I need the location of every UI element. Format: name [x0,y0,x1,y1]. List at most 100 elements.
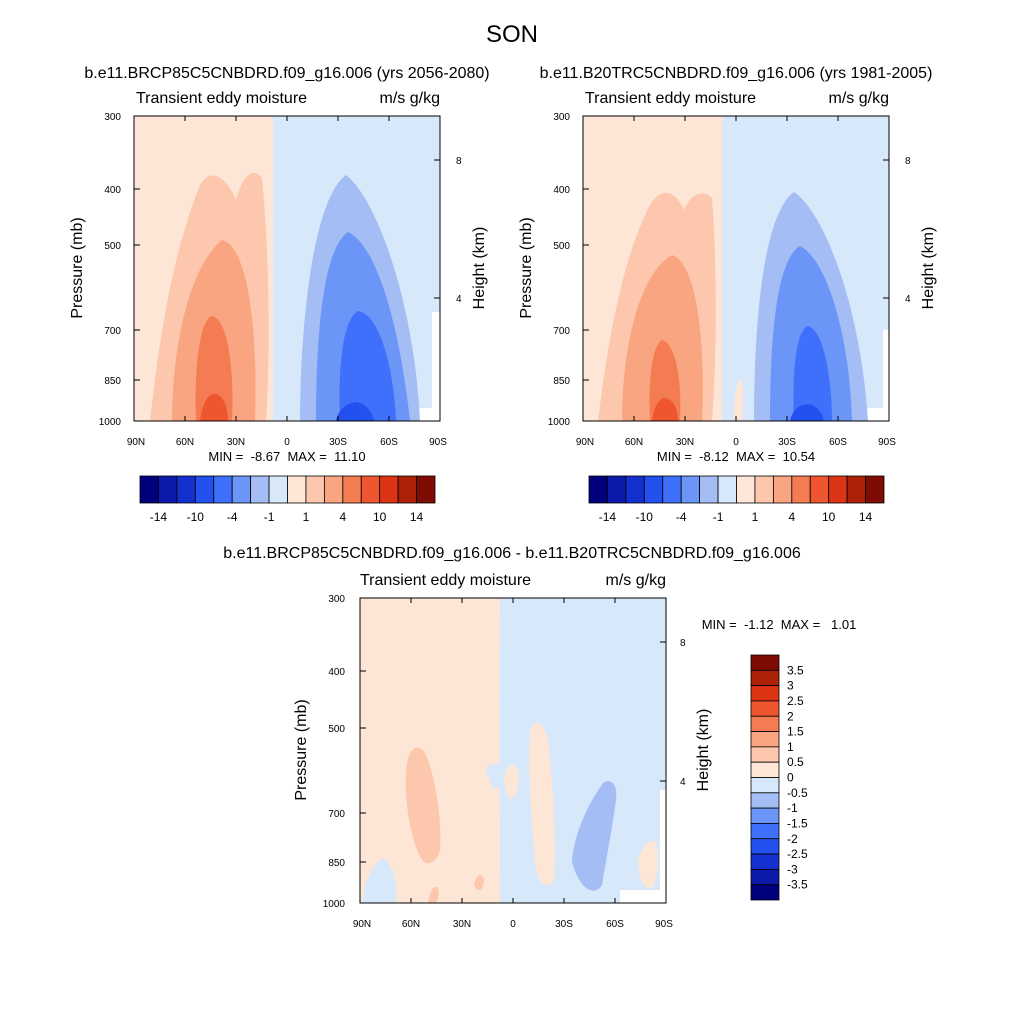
y-tick-label: 400 [104,185,121,196]
colorbar-box [736,475,756,504]
x-tick-label: 30S [778,437,796,448]
colorbar-box [750,731,780,748]
colorbar-box [176,475,196,504]
colorbar-label: 1 [787,740,794,754]
colorbar-box [750,838,780,855]
colorbar-box [750,669,780,687]
panel-difference-title: b.e11.BRCP85C5CNBDRD.f09_g16.006 - b.e11… [223,545,801,562]
contour-fill [793,326,832,421]
colorbar-box [287,475,307,504]
colorbar-box [699,475,719,504]
colorbar-label: -1.5 [787,816,808,830]
panel-difference-minmax: MIN = -1.12 MAX = 1.01 [702,617,857,632]
colorbar-label: -4 [676,510,687,524]
x-tick-label: 60S [829,437,847,448]
colorbar-box [139,475,159,504]
x-tick-label: 60N [625,437,643,448]
panel-difference-contours [360,598,666,903]
colorbar-box [750,715,780,732]
colorbar-box [680,475,701,504]
colorbar-box [750,853,780,870]
contour-fill [734,378,744,421]
y-tick-label: 1000 [548,417,571,428]
panel-historical-contours [583,116,889,421]
y-tick-label: 700 [553,326,570,337]
colorbar-label: -3 [787,862,798,876]
colorbar-label: 1 [752,510,759,524]
colorbar-box [342,475,362,504]
x-tick-label: 30S [555,919,573,930]
panel-future-axis-ticks [133,115,441,422]
colorbar-box [717,475,737,504]
x-tick-label: 90S [655,919,673,930]
colorbar-box [750,807,780,824]
colorbar-label: -0.5 [787,786,808,800]
colorbar-box [791,475,811,504]
colorbar-box [305,475,325,504]
y-tick-label: 300 [553,112,570,123]
colorbar-box [865,475,885,504]
colorbar-label: -4 [227,510,238,524]
colorbar-label: -14 [150,510,168,524]
x-tick-label: 90N [127,437,145,448]
colorbar-box [643,475,664,504]
y-tick-label: 500 [104,241,121,252]
colorbar-box [750,654,780,671]
contour-fill [336,402,374,421]
panel-future-contours [134,116,440,421]
y-tick-label: 400 [553,185,570,196]
x-tick-label: 90N [353,919,371,930]
panel-difference-units: m/s g/kg [606,572,666,589]
y-tick-label: 400 [328,667,345,678]
colorbar-box [750,884,780,901]
colorbar-box [158,475,178,504]
colorbar-label: -1 [787,801,798,815]
contour-fill [362,858,397,903]
y-tick-label: 1000 [99,417,122,428]
y-tick-label: 300 [104,112,121,123]
colorbar-label: -14 [599,510,617,524]
y-right-tick-label: 8 [905,156,911,167]
contour-fill [652,397,678,421]
x-tick-label: 60S [606,919,624,930]
colorbar-label: 4 [788,510,795,524]
missing-data [620,890,666,903]
y-tick-label: 850 [104,376,121,387]
contour-fill [405,747,441,864]
panel-difference-left-string: Transient eddy moisture [360,572,531,589]
colorbar-label: 4 [339,510,346,524]
colorbar-box [750,761,780,778]
colorbar-label: -10 [636,510,654,524]
colorbar: -14 -10 -4 -1 1 4 10 14 [588,475,885,524]
x-tick-label: 90N [576,437,594,448]
colorbar-label: -1 [713,510,724,524]
colorbar-box [846,475,866,504]
colorbar-box [750,746,780,763]
y-tick-label: 700 [104,326,121,337]
panel-historical-axis-ticks [582,115,890,422]
colorbar-box [194,475,215,504]
x-tick-label: 90S [429,437,447,448]
panel-historical-units: m/s g/kg [829,90,889,107]
colorbar-box [416,475,436,504]
contour-fill [195,316,233,421]
colorbar-box [231,475,252,504]
colorbar-box [772,475,793,504]
page-title: SON [486,21,538,48]
contour-fill [360,598,500,903]
contour-fill [428,886,439,903]
contour-fill [486,763,504,789]
y-right-tick-label: 4 [905,294,911,305]
contour-fill [529,723,555,886]
colorbar: 3.5 32.52 1.510.5 0-0.5-1-1.5 -2-2.5-3 -3.5 [750,654,808,901]
colorbar-label: -2 [787,832,798,846]
y-tick-label: 850 [328,858,345,869]
colorbar-label: 3 [787,679,794,693]
colorbar-label: -10 [187,510,205,524]
x-tick-label: 60S [380,437,398,448]
colorbar-label: 1.5 [787,725,804,739]
colorbar-box [750,823,780,840]
colorbar-label: 14 [410,510,424,524]
colorbar-label: 14 [859,510,873,524]
